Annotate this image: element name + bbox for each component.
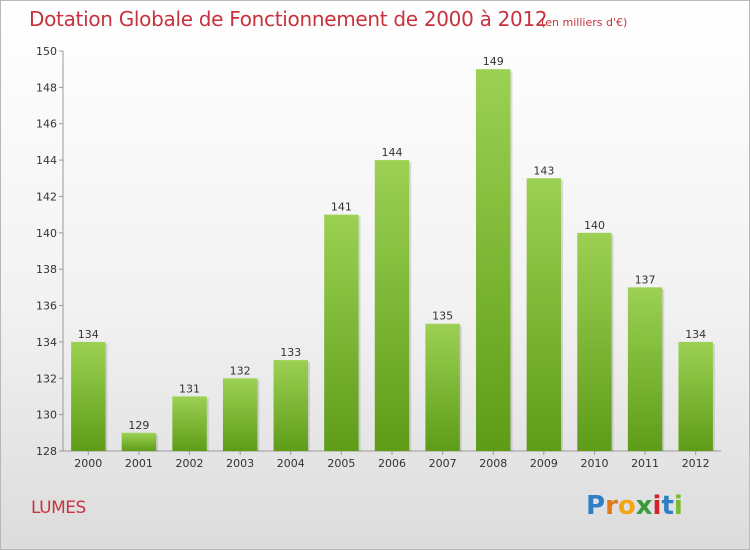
bar <box>577 232 612 451</box>
y-tick-label: 130 <box>36 409 57 422</box>
y-tick-label: 138 <box>36 263 57 276</box>
y-tick-label: 140 <box>36 227 57 240</box>
y-tick-label: 132 <box>36 372 57 385</box>
y-tick-label: 136 <box>36 300 57 313</box>
bars <box>71 69 715 452</box>
proxiti-logo: Proxiti <box>586 491 683 521</box>
chart-title: Dotation Globale de Fonctionnement de 20… <box>29 7 548 31</box>
bar <box>273 360 308 451</box>
x-tick-label: 2012 <box>682 457 710 470</box>
bar <box>172 396 207 451</box>
y-tick-label: 150 <box>36 45 57 58</box>
x-tick-label: 2008 <box>479 457 507 470</box>
x-tick-label: 2001 <box>125 457 153 470</box>
data-label: 134 <box>685 328 706 341</box>
bar <box>627 287 663 451</box>
data-label: 134 <box>78 328 99 341</box>
y-tick-label: 146 <box>36 118 57 131</box>
x-axis: 2000 2001 2002 2003 2004 2005 2006 2007 2008 2009… <box>63 450 721 470</box>
chart-subtitle: (en milliers d'€) <box>541 16 628 29</box>
x-tick-label: 2010 <box>580 457 608 470</box>
value-labels: 134 129 131 132 133 141 144 135 149 143 140 137 134 <box>78 55 706 432</box>
x-tick-label: 2011 <box>631 457 659 470</box>
y-tick-label: 134 <box>36 336 57 349</box>
x-tick-label: 2005 <box>327 457 355 470</box>
x-tick-label: 2000 <box>74 457 102 470</box>
bar <box>121 432 157 451</box>
x-tick-label: 2006 <box>378 457 406 470</box>
y-tick-label: 144 <box>36 154 57 167</box>
data-label: 129 <box>128 419 149 432</box>
data-label: 140 <box>584 219 605 232</box>
data-label: 143 <box>533 164 554 177</box>
bar <box>71 341 106 451</box>
data-label: 131 <box>179 382 200 395</box>
bar <box>324 214 359 451</box>
x-tick-label: 2003 <box>226 457 254 470</box>
y-tick-label: 128 <box>36 445 57 458</box>
bar <box>374 160 410 451</box>
bar <box>678 341 713 451</box>
y-axis: 128 130 132 134 136 138 140 142 144 146 148 150 <box>36 45 64 458</box>
bar <box>526 178 562 452</box>
x-tick-label: 2007 <box>429 457 457 470</box>
bar <box>222 378 258 451</box>
x-tick-label: 2002 <box>176 457 204 470</box>
x-tick-label: 2009 <box>530 457 558 470</box>
data-label: 149 <box>483 55 504 68</box>
data-label: 135 <box>432 310 453 323</box>
data-label: 133 <box>280 346 301 359</box>
data-label: 144 <box>382 146 403 159</box>
y-tick-label: 142 <box>36 190 57 203</box>
data-label: 132 <box>230 364 251 377</box>
y-tick-label: 148 <box>36 81 57 94</box>
commune-name: LUMES <box>31 498 86 518</box>
bar <box>476 69 511 451</box>
bar <box>425 323 460 451</box>
x-tick-label: 2004 <box>277 457 305 470</box>
data-label: 137 <box>635 273 656 286</box>
data-label: 141 <box>331 201 352 214</box>
